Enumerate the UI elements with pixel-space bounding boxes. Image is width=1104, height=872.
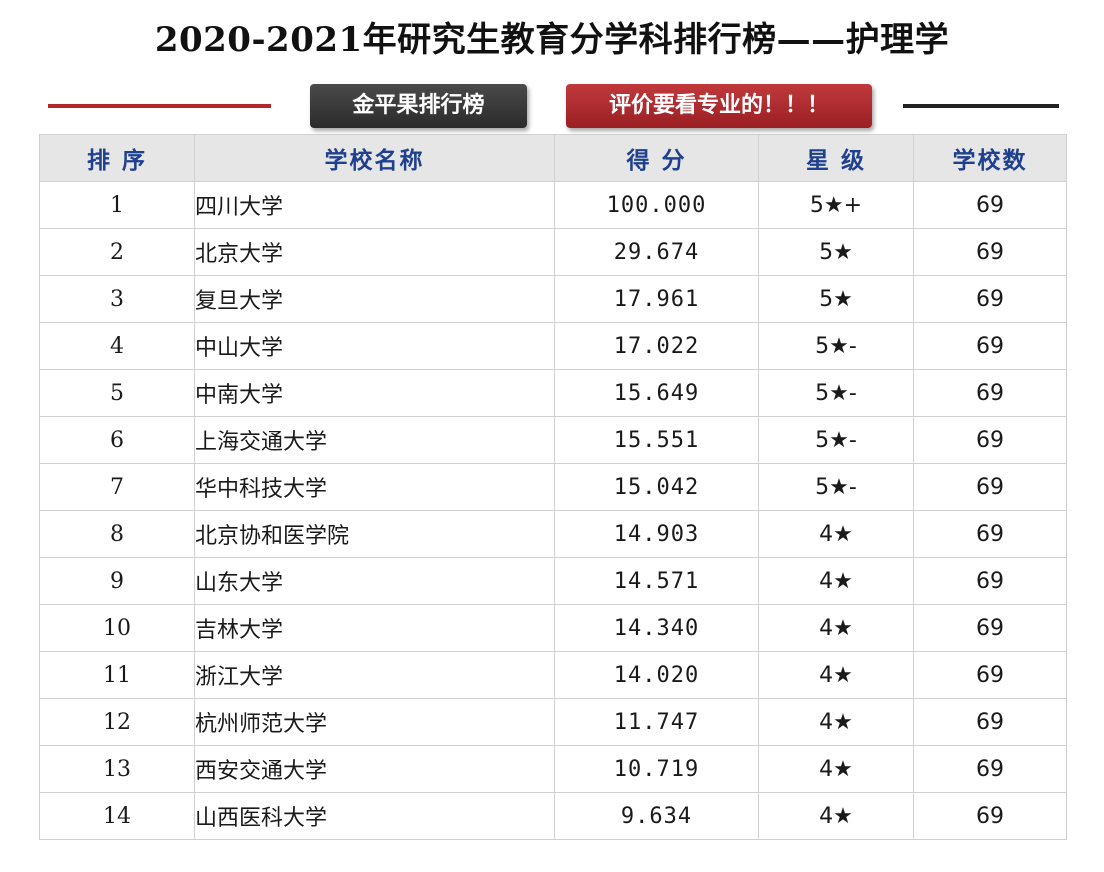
page-title: 2020-2021年研究生教育分学科排行榜——护理学: [154, 20, 950, 60]
table-row: 5 中南大学 15.649 5★- 69: [39, 369, 1067, 417]
score-cell: 14.020: [554, 651, 759, 699]
star-level-cell: 5★-: [758, 369, 914, 417]
star-level-cell: 5★-: [758, 463, 914, 511]
school-count-cell: 69: [913, 792, 1067, 840]
school-count-cell: 69: [913, 181, 1067, 229]
score-cell: 29.674: [554, 228, 759, 276]
table-row: 10 吉林大学 14.340 4★ 69: [39, 604, 1067, 652]
score-cell: 17.961: [554, 275, 759, 323]
score-cell: 11.747: [554, 698, 759, 746]
school-count-cell: 69: [913, 369, 1067, 417]
score-cell: 15.042: [554, 463, 759, 511]
school-count-cell: 69: [913, 322, 1067, 370]
rank-cell: 11: [39, 651, 195, 699]
star-level-cell: 5★-: [758, 416, 914, 464]
header-star-level: 星 级: [758, 134, 914, 182]
star-level-cell: 4★: [758, 745, 914, 793]
rank-cell: 12: [39, 698, 195, 746]
school-count-cell: 69: [913, 745, 1067, 793]
rank-cell: 9: [39, 557, 195, 605]
star-level-cell: 5★+: [758, 181, 914, 229]
star-level-cell: 4★: [758, 792, 914, 840]
header-school-count: 学校数: [913, 134, 1067, 182]
school-name-cell: 山西医科大学: [194, 792, 555, 840]
school-name-cell: 浙江大学: [194, 651, 555, 699]
table-row: 11 浙江大学 14.020 4★ 69: [39, 651, 1067, 699]
school-name-cell: 中南大学: [194, 369, 555, 417]
school-count-cell: 69: [913, 698, 1067, 746]
school-name-cell: 吉林大学: [194, 604, 555, 652]
score-cell: 10.719: [554, 745, 759, 793]
rank-cell: 2: [39, 228, 195, 276]
star-level-cell: 5★: [758, 228, 914, 276]
school-count-cell: 69: [913, 463, 1067, 511]
rank-cell: 14: [39, 792, 195, 840]
school-count-cell: 69: [913, 557, 1067, 605]
school-count-cell: 69: [913, 275, 1067, 323]
source-badge: 金平果排行榜: [310, 84, 527, 128]
score-cell: 14.903: [554, 510, 759, 558]
rank-cell: 7: [39, 463, 195, 511]
star-level-cell: 4★: [758, 510, 914, 558]
rank-cell: 8: [39, 510, 195, 558]
ranking-table: 排 序 学校名称 得 分 星 级 学校数 1 四川大学 100.000 5★+ …: [39, 134, 1067, 840]
score-cell: 9.634: [554, 792, 759, 840]
decorative-line-left: [48, 104, 271, 108]
table-row: 6 上海交通大学 15.551 5★- 69: [39, 416, 1067, 464]
score-cell: 17.022: [554, 322, 759, 370]
score-cell: 15.551: [554, 416, 759, 464]
star-level-cell: 4★: [758, 557, 914, 605]
school-count-cell: 69: [913, 228, 1067, 276]
table-row: 4 中山大学 17.022 5★- 69: [39, 322, 1067, 370]
school-count-cell: 69: [913, 604, 1067, 652]
rank-cell: 5: [39, 369, 195, 417]
star-level-cell: 4★: [758, 651, 914, 699]
rank-cell: 1: [39, 181, 195, 229]
table-row: 9 山东大学 14.571 4★ 69: [39, 557, 1067, 605]
header-score: 得 分: [554, 134, 759, 182]
rank-cell: 13: [39, 745, 195, 793]
school-name-cell: 杭州师范大学: [194, 698, 555, 746]
table-row: 3 复旦大学 17.961 5★ 69: [39, 275, 1067, 323]
header-rank: 排 序: [39, 134, 195, 182]
score-cell: 100.000: [554, 181, 759, 229]
school-name-cell: 北京大学: [194, 228, 555, 276]
decorative-line-right: [903, 104, 1059, 108]
table-row: 13 西安交通大学 10.719 4★ 69: [39, 745, 1067, 793]
slogan-badge: 评价要看专业的！！！: [566, 84, 872, 128]
table-row: 7 华中科技大学 15.042 5★- 69: [39, 463, 1067, 511]
table-row: 12 杭州师范大学 11.747 4★ 69: [39, 698, 1067, 746]
school-name-cell: 中山大学: [194, 322, 555, 370]
school-name-cell: 山东大学: [194, 557, 555, 605]
school-name-cell: 上海交通大学: [194, 416, 555, 464]
table-row: 1 四川大学 100.000 5★+ 69: [39, 181, 1067, 229]
score-cell: 14.571: [554, 557, 759, 605]
header-school-name: 学校名称: [194, 134, 555, 182]
school-count-cell: 69: [913, 651, 1067, 699]
school-count-cell: 69: [913, 416, 1067, 464]
star-level-cell: 5★: [758, 275, 914, 323]
table-row: 8 北京协和医学院 14.903 4★ 69: [39, 510, 1067, 558]
rank-cell: 4: [39, 322, 195, 370]
school-name-cell: 复旦大学: [194, 275, 555, 323]
table-header-row: 排 序 学校名称 得 分 星 级 学校数: [39, 134, 1067, 182]
score-cell: 15.649: [554, 369, 759, 417]
rank-cell: 6: [39, 416, 195, 464]
school-count-cell: 69: [913, 510, 1067, 558]
table-row: 14 山西医科大学 9.634 4★ 69: [39, 792, 1067, 840]
school-name-cell: 北京协和医学院: [194, 510, 555, 558]
star-level-cell: 4★: [758, 604, 914, 652]
table-row: 2 北京大学 29.674 5★ 69: [39, 228, 1067, 276]
rank-cell: 10: [39, 604, 195, 652]
score-cell: 14.340: [554, 604, 759, 652]
star-level-cell: 5★-: [758, 322, 914, 370]
school-name-cell: 华中科技大学: [194, 463, 555, 511]
star-level-cell: 4★: [758, 698, 914, 746]
school-name-cell: 西安交通大学: [194, 745, 555, 793]
rank-cell: 3: [39, 275, 195, 323]
school-name-cell: 四川大学: [194, 181, 555, 229]
